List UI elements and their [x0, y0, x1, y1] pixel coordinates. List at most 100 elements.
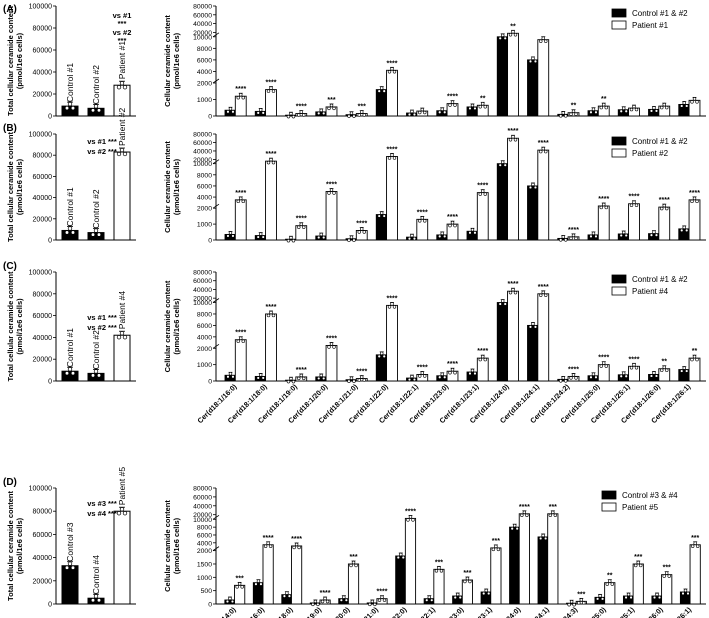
species-point: [377, 214, 381, 218]
species-point: [470, 103, 475, 108]
species-point: [354, 563, 358, 568]
species-point: [657, 595, 662, 600]
species-point: [599, 364, 603, 368]
species-point: [269, 86, 273, 90]
species-axis-break: [212, 343, 220, 349]
species-point: [387, 156, 392, 160]
species-point: [349, 376, 354, 380]
species-point: [520, 513, 524, 517]
species-significance: ***: [358, 104, 366, 111]
species-point: [494, 544, 498, 549]
species-point: [501, 299, 505, 303]
species-point: [239, 336, 243, 340]
species-point: [241, 95, 245, 100]
species-significance: **: [607, 573, 613, 580]
total-stat-sig1: ***: [108, 313, 117, 322]
species-y-tick-label: 1000: [197, 222, 212, 229]
total-stat-vs2: vs #2: [113, 28, 132, 37]
species-point: [392, 305, 397, 309]
species-point: [569, 376, 573, 380]
species-point: [228, 596, 232, 601]
species-point: [695, 544, 700, 548]
species-point: [317, 111, 321, 116]
species-point: [420, 371, 424, 375]
species-point: [322, 376, 326, 381]
species-axis-break: [212, 32, 220, 38]
species-point: [266, 313, 271, 318]
species-point: [450, 367, 455, 372]
species-point: [411, 518, 415, 522]
species-point: [256, 579, 261, 583]
species-point: [533, 59, 538, 64]
species-y-tick-label: 0: [208, 114, 212, 121]
species-point: [478, 105, 482, 109]
total-stat-sig1: ***: [108, 499, 117, 508]
species-y-tick-label: 6000: [197, 532, 212, 539]
species-point: [438, 375, 442, 379]
total-y-tick-label: 60000: [33, 174, 53, 181]
species-point: [629, 366, 634, 370]
species-point: [302, 113, 306, 117]
species-point: [297, 376, 301, 381]
total-y-tick-label: 60000: [33, 532, 53, 539]
species-y-tick-label: 6000: [197, 183, 212, 190]
total-point: [67, 367, 73, 372]
species-point: [574, 236, 578, 241]
species-point: [408, 515, 413, 519]
species-point: [511, 287, 515, 292]
species-point: [259, 232, 263, 236]
species-point: [430, 598, 434, 602]
species-point: [349, 563, 353, 568]
species-point: [319, 373, 323, 378]
species-significance: ****: [291, 536, 302, 543]
legend-control-swatch: [611, 8, 627, 18]
species-point: [567, 602, 571, 607]
legend-control-label: Control #1 & #2: [632, 9, 688, 18]
species-point: [544, 293, 548, 297]
species-significance: ****: [447, 94, 458, 101]
total-point: [116, 151, 122, 157]
species-y-tick-label: 6000: [197, 323, 212, 330]
patient-bar: [347, 563, 360, 605]
species-point: [649, 233, 654, 237]
species-point: [418, 219, 422, 223]
species-point: [339, 598, 344, 602]
species-point: [636, 560, 640, 565]
species-point: [271, 89, 276, 93]
total-y-tick-label: 40000: [33, 555, 53, 562]
total-y-tick-label: 20000: [33, 578, 53, 585]
species-point: [357, 113, 361, 117]
species-point: [649, 374, 654, 378]
species-significance: ****: [477, 348, 488, 355]
species-point: [407, 236, 412, 241]
total-y-tick-label: 20000: [33, 92, 53, 99]
species-point: [624, 374, 628, 378]
species-point: [574, 112, 578, 116]
species-point: [266, 160, 271, 165]
species-point: [456, 592, 460, 597]
species-point: [561, 376, 565, 380]
species-point: [271, 160, 276, 165]
species-point: [632, 200, 636, 204]
total-stat-sig1: ***: [108, 137, 117, 146]
species-point: [302, 225, 306, 229]
species-point: [539, 293, 543, 297]
species-point: [382, 214, 386, 218]
species-category-label: Cer(d18:1/14:0): [195, 605, 239, 618]
control-bar: [537, 536, 549, 605]
species-point: [470, 368, 475, 373]
panel-label: (D): [3, 477, 17, 488]
species-point: [569, 112, 573, 116]
species-point: [513, 138, 518, 142]
species-y-tick-label: 40000: [193, 503, 212, 510]
species-point: [594, 234, 598, 239]
species-point: [427, 595, 431, 599]
species-point: [589, 375, 593, 379]
patient-bar: [386, 69, 398, 117]
total-stat-sig2: ***: [108, 323, 117, 332]
species-point: [503, 163, 507, 167]
species-significance: ****: [629, 194, 640, 201]
species-point: [396, 555, 400, 560]
species-point: [289, 111, 293, 116]
species-point: [525, 513, 529, 517]
